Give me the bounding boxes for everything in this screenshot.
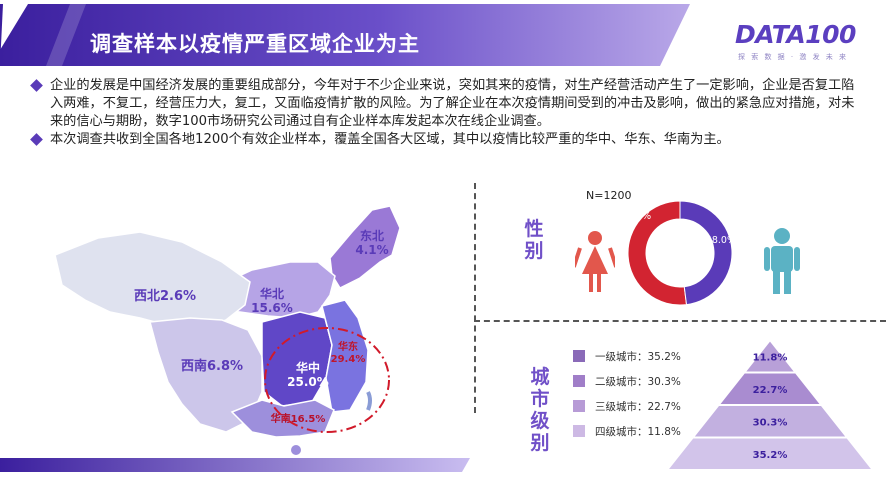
intro-paragraph: 本次调查共收到全国各地1200个有效企业样本，覆盖全国各大区域，其中以疫情比较严… [30,131,865,149]
legend-label: 二级城市：30.3% [595,376,681,388]
bottom-accent-bar [0,458,470,472]
region-label-华东: 华东 29.4% [331,340,366,365]
city-tier-pyramid-chart: 11.8% 22.7% 30.3% 35.2% [665,340,875,470]
paragraph-2-text: 本次调查共收到全国各地1200个有效企业样本，覆盖全国各大区域，其中以疫情比较严… [50,132,730,147]
region-label-华北: 华北 15.6% [251,286,293,315]
city-tier-section-label: 城市级别 [530,366,550,454]
donut-label-女: 52.0% [621,211,651,222]
taiwan-shape [366,391,372,411]
legend-swatch [573,375,585,387]
region-label-华南: 华南16.5% [271,412,326,425]
bullet-diamond-icon [30,79,43,92]
title-banner [0,4,690,66]
bullet-diamond-icon [30,133,43,146]
legend-swatch [573,425,585,437]
legend-swatch [573,350,585,362]
gender-donut-chart: 52.0% 48.0% [621,200,736,306]
donut-slice-女 [627,200,688,306]
donut-label-男: 48.0% [706,235,736,246]
sample-size-label: N=1200 [586,189,632,202]
legend-label: 三级城市：22.7% [595,401,681,413]
region-华中 [261,311,333,407]
legend-swatch [573,400,585,412]
data100-logo: DATA100 [735,20,856,49]
legend-label: 一级城市：35.2% [595,351,681,363]
female-icon [575,231,615,292]
page-title: 调查样本以疫情严重区域企业为主 [90,32,420,56]
highlight-circle [264,327,390,433]
region-label-西南: 西南6.8% [181,358,243,374]
hainan-shape [291,445,301,455]
horizontal-divider [474,320,886,322]
pyramid-label: 35.2% [753,450,788,461]
vertical-divider [474,183,476,413]
pyramid-layer [665,436,875,470]
region-西北 [54,231,251,331]
pyramid-label: 11.8% [753,352,788,363]
region-华南 [230,399,335,438]
region-东北 [329,205,401,289]
header-band [0,4,690,66]
region-label-东北: 东北 4.1% [355,228,388,257]
legend-label: 四级城市：11.8% [595,426,681,438]
region-label-西北: 西北2.6% [134,289,196,304]
paragraph-1-text: 企业的发展是中国经济发展的重要组成部分，今年对于不少企业来说，突如其来的疫情，对… [50,78,855,129]
male-icon [764,228,800,294]
region-label-华中: 华中 25.0% [287,360,329,389]
china-region-map: 东北 4.1% 华北 15.6% 西北2.6% 西南6.8% 华中 25.0%华东 29.4% 华… [54,205,401,455]
gender-section-label: 性别 [524,218,544,262]
intro-paragraph: 企业的发展是中国经济发展的重要组成部分，今年对于不少企业来说，突如其来的疫情，对… [30,77,865,131]
intro-text: 企业的发展是中国经济发展的重要组成部分，今年对于不少企业来说，突如其来的疫情，对… [30,77,865,149]
pyramid-label: 22.7% [753,385,788,396]
pyramid-label: 30.3% [753,417,788,428]
logo-tagline: 探 索 数 据 · 激 发 未 来 [738,53,849,61]
donut-slice-男 [679,200,733,306]
